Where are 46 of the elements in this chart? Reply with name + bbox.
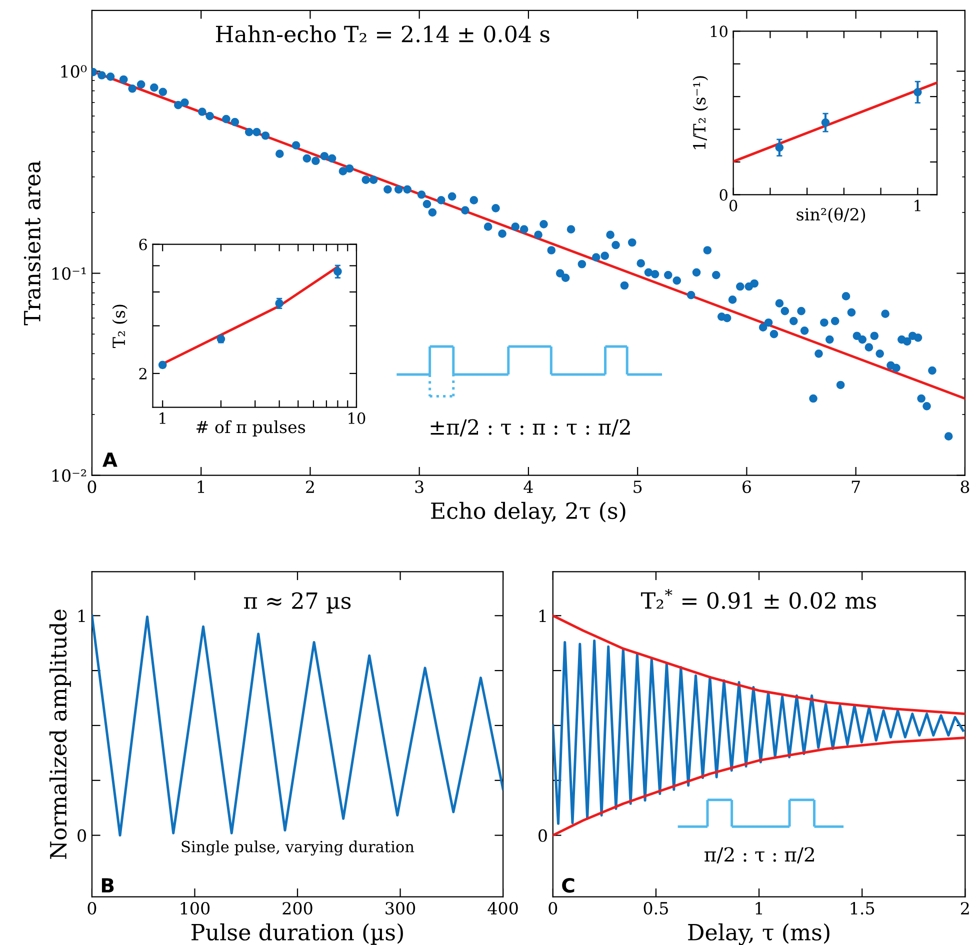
x-tick-label: 6 — [742, 480, 751, 494]
x-tick-label: 2 — [960, 902, 969, 914]
annotation: Single pulse, varying duration — [182, 840, 414, 856]
x-tick-label: 2 — [306, 480, 314, 493]
line-series — [92, 614, 504, 837]
x-tick-label: 0 — [88, 480, 96, 494]
y-axis-title: 1/T₂ (s⁻¹) — [692, 76, 708, 150]
line-series — [552, 736, 966, 837]
y-tick-label: 10⁻² — [52, 469, 86, 482]
x-axis-title: Echo delay, 2τ (s) — [431, 502, 626, 524]
y-tick-label: 10⁻¹ — [52, 267, 86, 280]
x-axis-title: Delay, τ (ms) — [688, 923, 830, 945]
x-tick-label: 0 — [88, 902, 96, 915]
x-tick-label: 100 — [180, 902, 210, 915]
line-series — [552, 614, 966, 716]
y-tick-label: 10⁰ — [61, 65, 87, 78]
x-tick-label: 5 — [634, 480, 642, 494]
x-axis-title: Pulse duration (µs) — [192, 923, 403, 945]
annotation: ±π/2 : τ : π : τ : π/2 — [430, 419, 630, 437]
y-axis-title: Normalized amplitude — [49, 610, 71, 859]
x-axis-title: sin²(θ/2) — [796, 208, 866, 224]
x-tick-label: 300 — [386, 902, 416, 915]
x-tick-label: 3 — [415, 480, 424, 494]
x-tick-label: 400 — [488, 902, 518, 915]
x-tick-label: 4 — [524, 480, 533, 493]
x-tick-label: 0 — [548, 902, 558, 915]
y-axis-title: Transient area — [24, 160, 41, 326]
x-tick-label: 1 — [198, 480, 204, 493]
annotation: π ≈ 27 µs — [244, 592, 351, 614]
x-tick-label: 0.5 — [644, 902, 668, 915]
annotation: A — [102, 452, 118, 467]
annotation: π/2 : τ : π/2 — [704, 847, 814, 864]
line-series — [552, 639, 964, 825]
x-tick-label: 8 — [960, 480, 970, 494]
y-axis-title: T₂ (s) — [112, 304, 128, 348]
annotation: C — [562, 878, 574, 893]
annotation: Hahn-echo T₂ = 2.14 ± 0.04 s — [216, 25, 550, 42]
x-tick-label: 1 — [756, 902, 762, 914]
x-tick-label: 200 — [282, 902, 312, 915]
x-tick-label: 1.5 — [850, 902, 874, 915]
y-tick-label: 1 — [78, 610, 85, 622]
y-tick-label: 0 — [78, 829, 86, 842]
x-tick-label: 7 — [852, 480, 860, 493]
annotation: T₂$^{*}$ = 0.91 ± 0.02 ms — [641, 588, 876, 609]
annotation: B — [102, 878, 114, 892]
x-axis-title: # of π pulses — [196, 420, 306, 436]
